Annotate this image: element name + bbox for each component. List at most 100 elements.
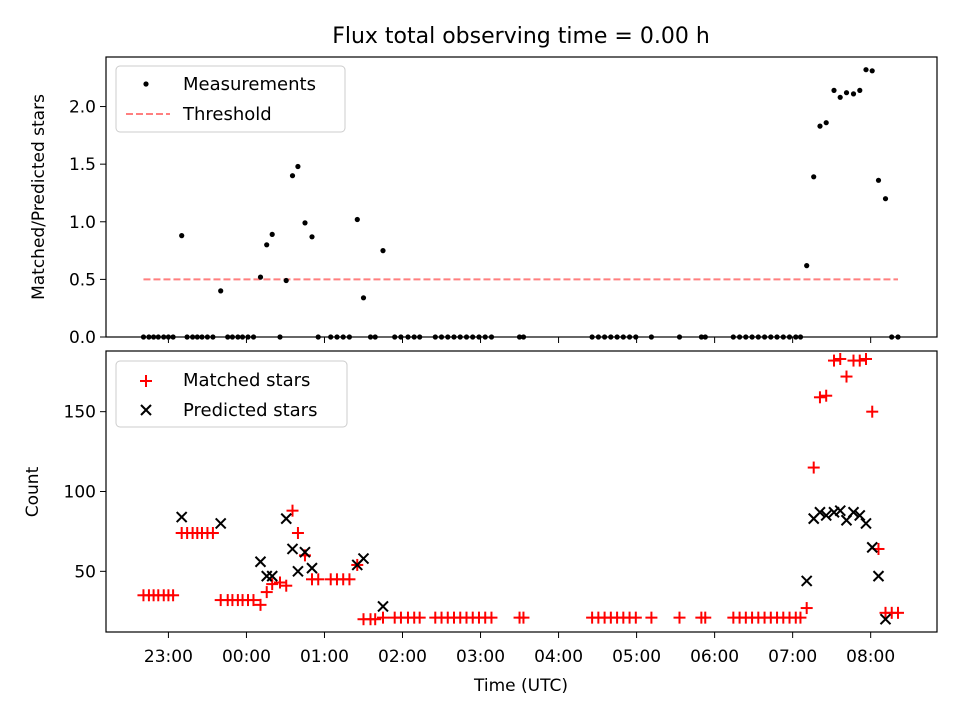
predicted-star-point [254, 556, 267, 568]
matched-star-point [840, 370, 853, 383]
matched-star-point [629, 611, 642, 624]
predicted-star-point [286, 543, 299, 555]
matched-star-point [291, 527, 304, 540]
measurement-point [269, 231, 275, 237]
bottom-axes: 50 100 150 23:00 00:00 01:00 02:00 03:00 04:00 05… [23, 350, 938, 696]
predicted-star-point [879, 613, 892, 625]
matched-star-point [485, 611, 498, 624]
measurement-point [875, 177, 882, 183]
legend-threshold-label: Threshold [182, 104, 272, 125]
matched-star-point [828, 354, 841, 367]
predicted-star-point [800, 575, 813, 587]
bottom-ytick-label: 100 [64, 483, 96, 503]
legend-measurements-label: Measurements [183, 74, 316, 95]
bottom-y-axis-label: Count [23, 466, 43, 517]
top-y-axis-label: Matched/Predicted stars [29, 94, 49, 300]
top-ytick-label: 1.5 [69, 155, 96, 175]
top-legend-box [115, 65, 346, 133]
measurement-point [264, 242, 270, 248]
top-ytick-label: 0.0 [69, 328, 96, 348]
xtick-label: 23:00 [144, 647, 193, 667]
bottom-axes-frame [105, 350, 938, 633]
xtick-label: 00:00 [222, 647, 271, 667]
measurement-point [295, 163, 301, 170]
xtick-label: 08:00 [846, 647, 895, 667]
bottom-ticks: 50 100 150 23:00 00:00 01:00 02:00 03:00 04:00 05… [64, 403, 896, 667]
top-ytick-label: 0.5 [69, 270, 96, 290]
measurement-point [831, 87, 837, 93]
matched-star-point [312, 573, 325, 586]
xtick-label: 02:00 [378, 647, 427, 667]
predicted-star-point [860, 517, 872, 530]
matched-star-point [260, 586, 273, 599]
matched-star-point [853, 354, 866, 367]
predicted-star-point [292, 565, 304, 578]
matched-star-point [807, 461, 820, 474]
predicted-star-point [814, 506, 826, 518]
top-ytick-label: 1.0 [69, 213, 96, 233]
measurement-point [857, 87, 863, 93]
measurement-point [309, 234, 315, 240]
predicted-star-point [820, 509, 832, 522]
matched-star-point [820, 389, 833, 402]
matched-star-point [866, 405, 879, 418]
measurement-point [179, 233, 185, 239]
top-axes: 0.00.51.01.52.0 Matched/Predicted stars … [29, 56, 938, 348]
measurement-point [817, 123, 823, 129]
bottom-data-marks [137, 352, 904, 626]
measurement-point [257, 274, 264, 280]
matched-star-point [813, 391, 826, 404]
predicted-star-point [866, 541, 878, 554]
measurement-point [850, 91, 857, 97]
matched-star-point [794, 611, 807, 624]
legend-measurements-marker [143, 81, 149, 87]
measurement-point [218, 288, 224, 294]
figure-title: Flux total observing time = 0.00 h [332, 24, 710, 49]
top-ticks: 0.0 0.5 1.0 1.5 2.0 [69, 98, 872, 348]
measurement-point [283, 277, 289, 284]
legend-predicted-marker [140, 404, 152, 416]
matched-star-point [645, 611, 658, 624]
predicted-star-point [377, 600, 389, 613]
matched-star-point [343, 573, 356, 586]
predicted-star-point [847, 506, 860, 518]
predicted-star-point [872, 570, 885, 582]
xtick-label: 04:00 [534, 647, 583, 667]
predicted-star-point [306, 562, 318, 574]
top-data-marks [140, 67, 901, 340]
top-axes-frame [105, 56, 938, 338]
matched-star-point [891, 606, 904, 619]
matched-star-point [369, 613, 382, 626]
matched-star-point [699, 611, 712, 624]
matched-star-point [247, 594, 260, 607]
bottom-ytick-label: 50 [74, 562, 96, 582]
measurement-point [360, 295, 367, 301]
matched-star-point [280, 579, 293, 592]
xtick-label: 05:00 [612, 647, 661, 667]
predicted-star-point [854, 509, 866, 522]
measurement-point [823, 120, 829, 126]
predicted-star-point [299, 546, 311, 558]
matched-star-point [206, 527, 219, 540]
measurement-point [804, 263, 810, 269]
xtick-label: 06:00 [690, 647, 739, 667]
matched-star-point [859, 352, 872, 365]
top-legend: Measurements Threshold [115, 65, 346, 133]
measurement-point [863, 67, 869, 73]
measurement-point [837, 94, 843, 100]
matched-star-point [834, 352, 847, 365]
matched-star-point [254, 598, 267, 611]
predicted-star-point [214, 517, 227, 530]
matched-star-point [167, 589, 180, 602]
predicted-star-point [357, 552, 370, 565]
predicted-star-point [266, 570, 278, 582]
top-ytick-label: 2.0 [69, 98, 96, 118]
legend-matched-marker [140, 375, 152, 387]
predicted-star-point [175, 511, 188, 523]
xtick-label: 01:00 [300, 647, 349, 667]
predicted-star-point [280, 512, 292, 525]
legend-predicted-label: Predicted stars [183, 400, 317, 421]
matched-star-point [800, 602, 813, 615]
bottom-legend: Matched stars Predicted stars [115, 360, 348, 428]
